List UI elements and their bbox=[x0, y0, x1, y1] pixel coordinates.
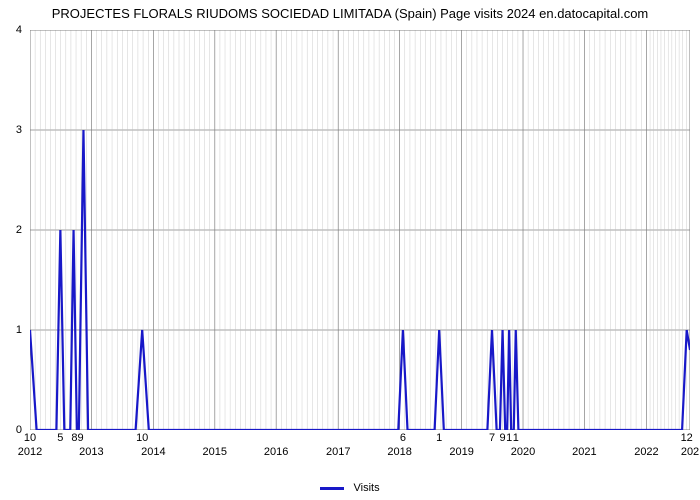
x-axis-years: 2012201320142015201620172018201920202021… bbox=[30, 446, 690, 460]
legend: Visits bbox=[0, 482, 700, 494]
x-year-label: 202 bbox=[681, 446, 699, 458]
x-count-label: 89 bbox=[71, 432, 83, 444]
x-count-label: 1 bbox=[513, 432, 519, 444]
y-axis: 01234 bbox=[0, 30, 26, 430]
x-count-label: 7 bbox=[489, 432, 495, 444]
x-count-label: 12 bbox=[681, 432, 693, 444]
x-count-label: 9 bbox=[499, 432, 505, 444]
x-count-label: 1 bbox=[506, 432, 512, 444]
plot-area bbox=[30, 30, 690, 430]
chart-container: PROJECTES FLORALS RIUDOMS SOCIEDAD LIMIT… bbox=[0, 0, 700, 500]
y-tick-label: 3 bbox=[16, 124, 22, 136]
legend-swatch bbox=[320, 487, 344, 490]
x-count-label: 6 bbox=[400, 432, 406, 444]
chart-svg bbox=[30, 30, 690, 430]
x-year-label: 2021 bbox=[572, 446, 596, 458]
x-year-label: 2014 bbox=[141, 446, 165, 458]
x-count-label: 5 bbox=[57, 432, 63, 444]
x-count-label: 10 bbox=[136, 432, 148, 444]
x-count-label: 1 bbox=[436, 432, 442, 444]
x-year-label: 2022 bbox=[634, 446, 658, 458]
y-tick-label: 1 bbox=[16, 324, 22, 336]
legend-label: Visits bbox=[353, 482, 379, 494]
x-year-label: 2012 bbox=[18, 446, 42, 458]
y-tick-label: 2 bbox=[16, 224, 22, 236]
x-year-label: 2015 bbox=[203, 446, 227, 458]
y-tick-label: 4 bbox=[16, 24, 22, 36]
x-year-label: 2020 bbox=[511, 446, 535, 458]
x-year-label: 2018 bbox=[387, 446, 411, 458]
chart-title: PROJECTES FLORALS RIUDOMS SOCIEDAD LIMIT… bbox=[0, 6, 700, 21]
x-count-label: 10 bbox=[24, 432, 36, 444]
x-year-label: 2013 bbox=[79, 446, 103, 458]
x-year-label: 2017 bbox=[326, 446, 350, 458]
x-axis-counts: 105891061791112 bbox=[30, 432, 690, 446]
x-year-label: 2016 bbox=[264, 446, 288, 458]
x-year-label: 2019 bbox=[449, 446, 473, 458]
y-tick-label: 0 bbox=[16, 424, 22, 436]
